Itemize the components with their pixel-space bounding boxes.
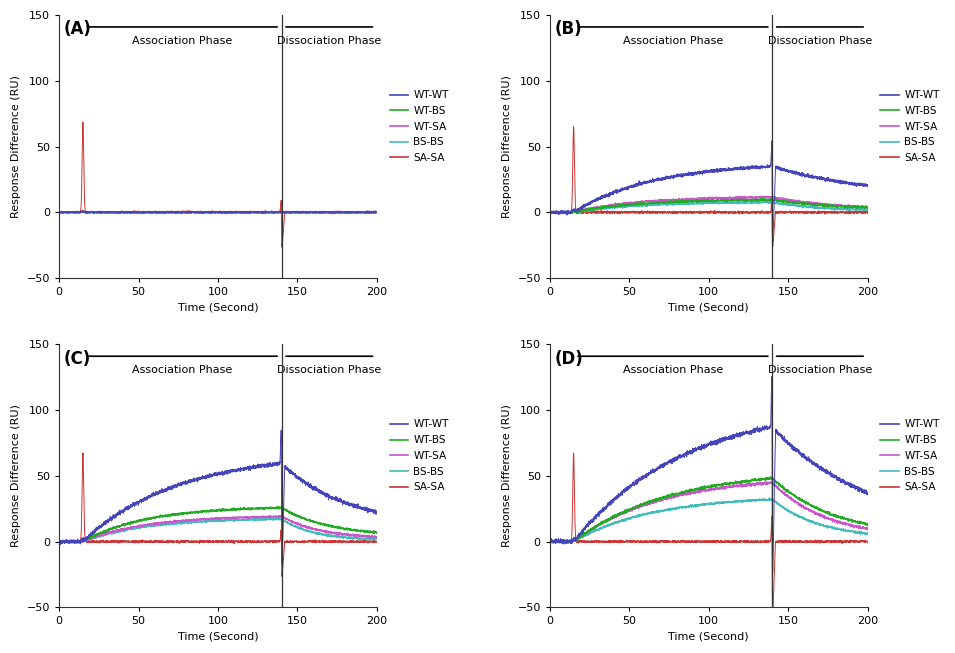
Y-axis label: Response Difference (RU): Response Difference (RU) — [11, 75, 21, 218]
Text: (D): (D) — [555, 349, 584, 368]
Y-axis label: Response Difference (RU): Response Difference (RU) — [11, 404, 21, 547]
X-axis label: Time (Second): Time (Second) — [668, 302, 749, 313]
Legend: WT-WT, WT-BS, WT-SA, BS-BS, SA-SA: WT-WT, WT-BS, WT-SA, BS-BS, SA-SA — [876, 415, 944, 496]
Y-axis label: Response Difference (RU): Response Difference (RU) — [501, 75, 512, 218]
Text: Dissociation Phase: Dissociation Phase — [768, 36, 872, 46]
Text: Association Phase: Association Phase — [132, 36, 232, 46]
Text: (C): (C) — [64, 349, 91, 368]
Text: Association Phase: Association Phase — [623, 36, 723, 46]
X-axis label: Time (Second): Time (Second) — [178, 632, 258, 642]
Text: Association Phase: Association Phase — [623, 366, 723, 375]
Legend: WT-WT, WT-BS, WT-SA, BS-BS, SA-SA: WT-WT, WT-BS, WT-SA, BS-BS, SA-SA — [876, 86, 944, 167]
Legend: WT-WT, WT-BS, WT-SA, BS-BS, SA-SA: WT-WT, WT-BS, WT-SA, BS-BS, SA-SA — [385, 86, 453, 167]
Legend: WT-WT, WT-BS, WT-SA, BS-BS, SA-SA: WT-WT, WT-BS, WT-SA, BS-BS, SA-SA — [385, 415, 453, 496]
X-axis label: Time (Second): Time (Second) — [668, 632, 749, 642]
Text: Dissociation Phase: Dissociation Phase — [768, 366, 872, 375]
X-axis label: Time (Second): Time (Second) — [178, 302, 258, 313]
Text: Dissociation Phase: Dissociation Phase — [277, 36, 381, 46]
Text: Dissociation Phase: Dissociation Phase — [277, 366, 381, 375]
Text: (B): (B) — [555, 20, 583, 39]
Text: (A): (A) — [64, 20, 92, 39]
Y-axis label: Response Difference (RU): Response Difference (RU) — [501, 404, 512, 547]
Text: Association Phase: Association Phase — [132, 366, 232, 375]
